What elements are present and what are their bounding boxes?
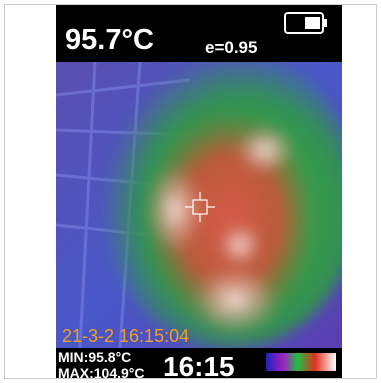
crosshair <box>185 192 215 222</box>
thermal-image <box>56 62 342 348</box>
min-temperature: MIN:95.8°C <box>58 349 131 365</box>
temperature: 95.7°C <box>65 24 154 56</box>
clock: 16:15 <box>163 351 235 382</box>
emissivity: e=0.95 <box>205 38 257 57</box>
timestamp: 21-3-2 16:15:04 <box>62 326 189 346</box>
max-temperature: MAX:104.9°C <box>58 365 145 381</box>
battery-icon <box>284 12 327 34</box>
color-palette-bar <box>266 353 336 371</box>
